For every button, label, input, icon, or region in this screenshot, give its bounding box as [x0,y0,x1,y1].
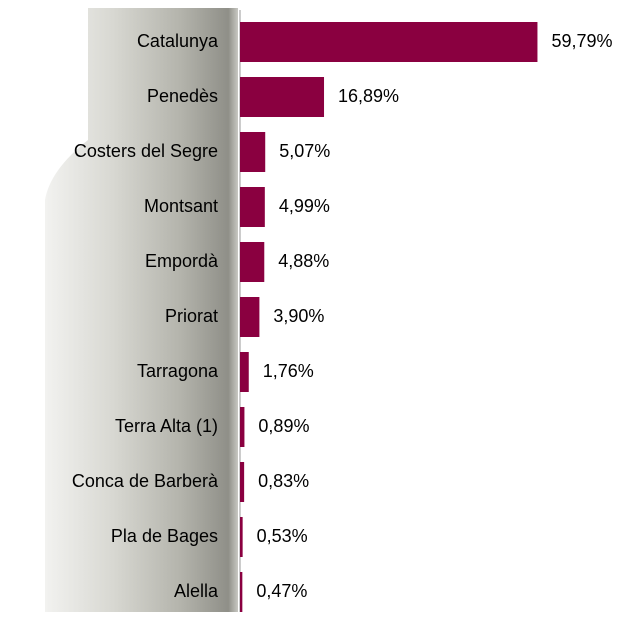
category-label: Costers del Segre [74,141,218,161]
category-label: Pla de Bages [111,526,218,546]
bar [240,297,259,337]
category-label: Conca de Barberà [72,471,219,491]
bar [240,77,324,117]
value-label: 59,79% [551,31,612,51]
bar [240,22,537,62]
value-label: 4,88% [278,251,329,271]
value-label: 0,83% [258,471,309,491]
bar [240,187,265,227]
bar [240,132,265,172]
bar [240,352,249,392]
value-label: 5,07% [279,141,330,161]
category-label: Montsant [144,196,218,216]
bar [240,462,244,502]
bar [240,517,243,557]
category-label: Penedès [147,86,218,106]
value-label: 16,89% [338,86,399,106]
value-label: 0,53% [257,526,308,546]
category-label: Priorat [165,306,218,326]
bar [240,242,264,282]
value-label: 0,89% [258,416,309,436]
category-label: Empordà [145,251,219,271]
value-label: 4,99% [279,196,330,216]
value-label: 1,76% [263,361,314,381]
category-label: Alella [174,581,219,601]
bar [240,572,242,612]
category-label: Catalunya [137,31,219,51]
bar [240,407,244,447]
value-label: 3,90% [273,306,324,326]
chart: Catalunya 59,79% Penedès 16,89% Costers del … [0,0,639,617]
value-label: 0,47% [256,581,307,601]
category-label: Terra Alta (1) [115,416,218,436]
category-label: Tarragona [137,361,219,381]
